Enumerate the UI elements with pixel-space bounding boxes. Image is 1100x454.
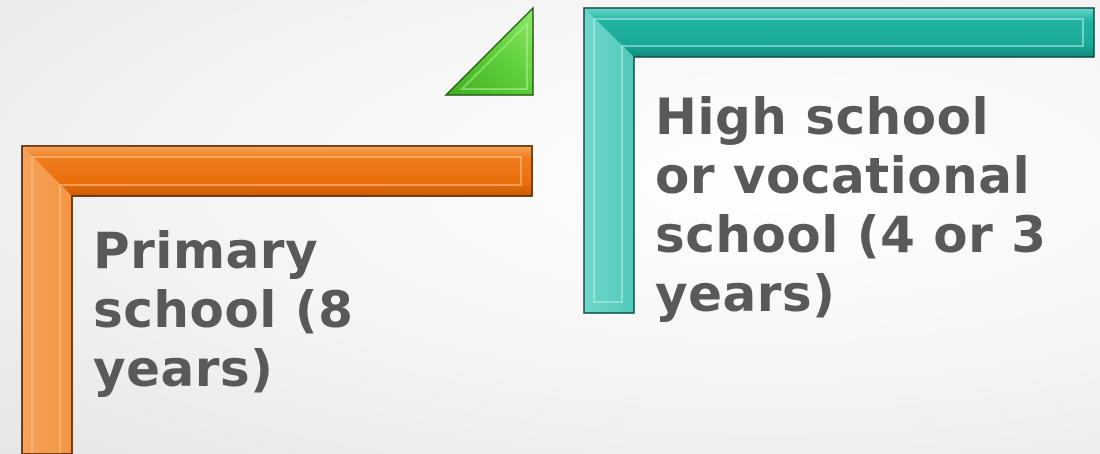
- arrow-triangle: [444, 6, 534, 96]
- high-school-label: High school or vocational school (4 or 3…: [655, 88, 1047, 324]
- primary-label-line-3: years): [93, 340, 274, 398]
- primary-school-label: Primary school (8 years): [93, 222, 353, 399]
- primary-label-line-1: Primary: [93, 222, 319, 280]
- high-label-line-3: school (4 or 3: [655, 206, 1047, 264]
- high-school-step-bracket: [583, 7, 1095, 314]
- primary-label-line-2: school (8: [93, 281, 354, 339]
- progress-arrow-icon: [444, 6, 534, 96]
- high-label-line-1: High school: [655, 88, 990, 146]
- high-label-line-4: years): [655, 265, 836, 323]
- high-label-line-2: or vocational: [655, 147, 1031, 205]
- primary-step-bracket: [21, 145, 533, 454]
